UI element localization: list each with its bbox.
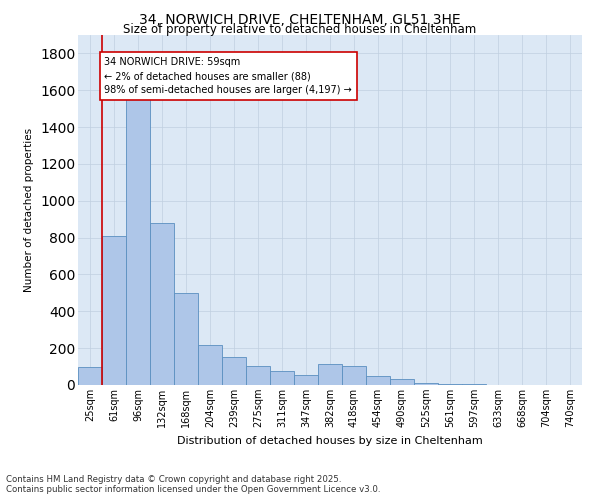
Bar <box>342 366 366 385</box>
Bar <box>390 380 414 385</box>
Bar <box>270 371 294 385</box>
Bar <box>126 86 150 385</box>
Text: Contains HM Land Registry data © Crown copyright and database right 2025.
Contai: Contains HM Land Registry data © Crown c… <box>6 474 380 494</box>
Bar <box>198 346 222 385</box>
Bar <box>174 293 198 385</box>
Bar <box>318 364 342 385</box>
X-axis label: Distribution of detached houses by size in Cheltenham: Distribution of detached houses by size … <box>177 436 483 446</box>
Bar <box>438 384 462 385</box>
Bar <box>102 236 126 385</box>
Bar <box>222 358 246 385</box>
Text: 34 NORWICH DRIVE: 59sqm
← 2% of detached houses are smaller (88)
98% of semi-det: 34 NORWICH DRIVE: 59sqm ← 2% of detached… <box>104 57 352 95</box>
Bar <box>78 366 102 385</box>
Text: 34, NORWICH DRIVE, CHELTENHAM, GL51 3HE: 34, NORWICH DRIVE, CHELTENHAM, GL51 3HE <box>139 12 461 26</box>
Bar <box>366 376 390 385</box>
Bar <box>246 366 270 385</box>
Bar <box>462 384 486 385</box>
Bar <box>414 383 438 385</box>
Y-axis label: Number of detached properties: Number of detached properties <box>25 128 34 292</box>
Bar <box>294 375 318 385</box>
Text: Size of property relative to detached houses in Cheltenham: Size of property relative to detached ho… <box>124 22 476 36</box>
Bar <box>150 223 174 385</box>
